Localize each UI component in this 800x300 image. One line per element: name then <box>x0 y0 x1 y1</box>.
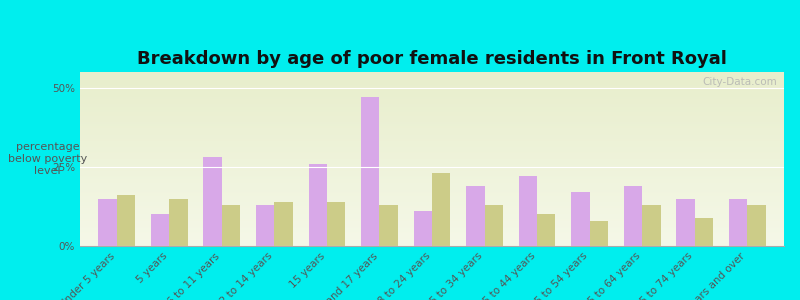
Text: City-Data.com: City-Data.com <box>702 77 777 87</box>
Bar <box>309 164 327 246</box>
Bar <box>729 199 747 246</box>
Bar <box>466 186 485 246</box>
Bar <box>151 214 170 246</box>
Bar <box>694 218 713 246</box>
Bar <box>432 173 450 246</box>
Bar <box>274 202 293 246</box>
Title: Breakdown by age of poor female residents in Front Royal: Breakdown by age of poor female resident… <box>137 50 727 68</box>
Bar <box>256 205 274 246</box>
Text: percentage
below poverty
level: percentage below poverty level <box>8 142 87 176</box>
Bar <box>747 205 766 246</box>
Bar <box>624 186 642 246</box>
Bar <box>518 176 537 246</box>
Bar <box>676 199 694 246</box>
Bar <box>485 205 503 246</box>
Bar <box>590 221 608 246</box>
Bar <box>379 205 398 246</box>
Bar <box>117 195 135 246</box>
Bar <box>327 202 346 246</box>
Bar <box>170 199 188 246</box>
Bar <box>222 205 240 246</box>
Bar <box>414 211 432 246</box>
Bar <box>361 97 379 246</box>
Bar <box>642 205 661 246</box>
Bar <box>98 199 117 246</box>
Bar <box>537 214 555 246</box>
Bar <box>571 192 590 246</box>
Bar <box>203 158 222 246</box>
